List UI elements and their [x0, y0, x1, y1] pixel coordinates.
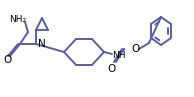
Text: NH₂: NH₂ — [10, 16, 27, 25]
Text: O: O — [107, 64, 115, 74]
Text: NH: NH — [112, 52, 126, 61]
Text: N: N — [38, 39, 46, 49]
Text: O: O — [131, 44, 139, 54]
Text: O: O — [4, 55, 12, 65]
